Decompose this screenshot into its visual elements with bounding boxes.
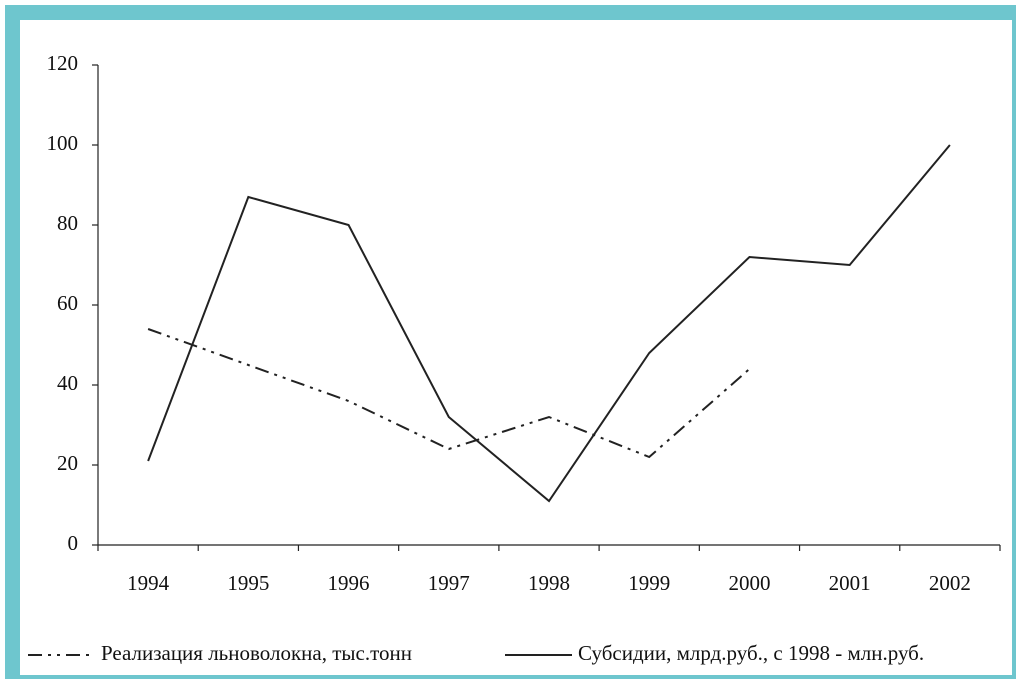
y-tick-label: 0 — [68, 531, 79, 555]
y-tick-label: 80 — [57, 211, 78, 235]
frame-bottom — [5, 675, 1016, 679]
frame-left — [5, 5, 20, 679]
x-tick-label: 2001 — [829, 571, 871, 595]
series-line — [147, 144, 951, 503]
x-tick-label: 2002 — [929, 571, 971, 595]
legend-label: Субсидии, млрд.руб., с 1998 - млн.руб. — [578, 641, 924, 665]
x-tick-label: 1999 — [628, 571, 670, 595]
x-tick-label: 1995 — [227, 571, 269, 595]
y-tick-label: 60 — [57, 291, 78, 315]
x-tick-label: 1994 — [127, 571, 170, 595]
y-tick-label: 120 — [47, 51, 79, 75]
y-tick-label: 100 — [47, 131, 79, 155]
x-tick-label: 2000 — [728, 571, 770, 595]
y-tick-label: 40 — [57, 371, 78, 395]
legend-label: Реализация льноволокна, тыс.тонн — [101, 641, 412, 665]
y-tick-label: 20 — [57, 451, 78, 475]
x-tick-label: 1998 — [528, 571, 570, 595]
x-tick-label: 1997 — [428, 571, 470, 595]
x-tick-label: 1996 — [328, 571, 370, 595]
frame-right — [1012, 5, 1016, 679]
frame-top — [5, 5, 1016, 20]
series-line — [147, 328, 751, 459]
